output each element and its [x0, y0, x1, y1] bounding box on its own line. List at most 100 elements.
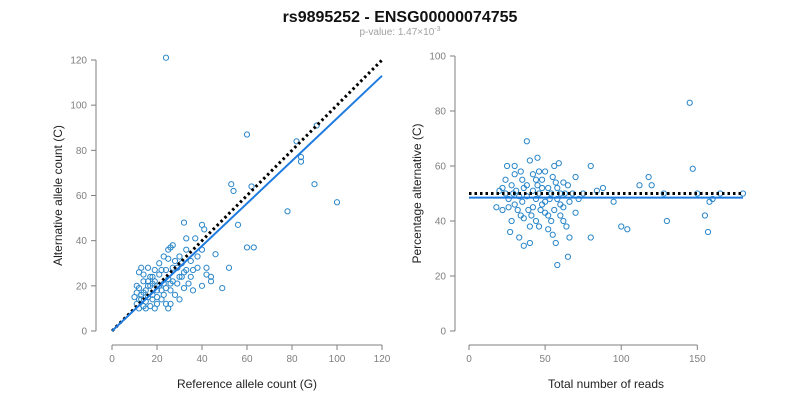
- x-tick-label: 150: [689, 354, 706, 365]
- data-point: [542, 198, 549, 205]
- data-point: [505, 204, 512, 211]
- data-point: [563, 223, 570, 230]
- x-axis-title: Reference allele count (G): [177, 377, 317, 391]
- data-point: [564, 182, 572, 189]
- data-point: [250, 244, 257, 251]
- data-point: [549, 173, 556, 181]
- data-point: [537, 206, 544, 214]
- data-point: [234, 221, 242, 228]
- data-point: [660, 190, 667, 197]
- data-point: [140, 289, 147, 296]
- data-point: [545, 226, 552, 233]
- data-point: [532, 176, 540, 183]
- data-point: [529, 171, 537, 178]
- data-point: [147, 282, 154, 289]
- data-point: [701, 212, 709, 219]
- y-axis-title: Percentage alternative (C): [410, 123, 424, 263]
- data-point: [538, 184, 546, 192]
- data-point: [636, 182, 643, 189]
- data-point: [162, 54, 170, 61]
- data-point: [180, 219, 188, 226]
- data-point: [566, 234, 573, 241]
- data-point: [187, 257, 194, 265]
- data-point: [520, 215, 527, 222]
- y-tick-label: 0: [440, 327, 446, 338]
- data-point: [507, 228, 514, 236]
- y-tick-label: 60: [76, 191, 88, 202]
- x-tick-label: 40: [196, 354, 208, 365]
- data-point: [554, 184, 561, 192]
- data-point: [525, 206, 532, 214]
- data-point: [560, 204, 567, 211]
- y-tick-label: 100: [429, 52, 446, 63]
- scatter-panel-allele-counts: 0 20 40 60 80 100 120 0 20 40 60 80 100 120 Reference …: [51, 54, 391, 391]
- data-point: [575, 195, 582, 203]
- data-point: [686, 99, 693, 106]
- data-point: [133, 282, 140, 289]
- data-point: [194, 264, 201, 271]
- data-point: [165, 305, 172, 312]
- data-point: [555, 160, 562, 167]
- data-point: [618, 223, 625, 230]
- data-point: [160, 253, 167, 260]
- data-point: [297, 158, 305, 165]
- data-point: [225, 264, 233, 271]
- data-point: [162, 284, 170, 292]
- data-point: [284, 208, 291, 215]
- pvalue-subtitle: p-value: 1.47×10-3: [359, 26, 440, 38]
- data-point: [520, 184, 527, 192]
- data-point: [564, 253, 572, 260]
- y-tick-label: 120: [70, 56, 87, 67]
- data-point: [198, 282, 206, 289]
- data-point: [207, 278, 215, 285]
- data-point: [523, 138, 530, 145]
- data-point: [499, 206, 506, 214]
- data-point: [201, 226, 208, 233]
- y-axis-title: Alternative allele count (C): [51, 125, 65, 266]
- data-point: [551, 206, 558, 214]
- data-point: [519, 198, 526, 205]
- data-point: [180, 269, 188, 276]
- data-point: [552, 239, 559, 247]
- data-point: [243, 244, 251, 251]
- data-point: [138, 264, 145, 271]
- data-point: [538, 176, 546, 183]
- data-point: [554, 261, 561, 269]
- x-tick-label: 60: [241, 354, 253, 365]
- data-point: [520, 242, 527, 249]
- data-point: [183, 235, 190, 242]
- data-point: [552, 179, 559, 186]
- data-point: [532, 217, 540, 225]
- data-point: [243, 131, 251, 138]
- data-point: [180, 284, 188, 292]
- data-point: [153, 300, 161, 307]
- data-point: [511, 171, 518, 178]
- data-point: [566, 198, 573, 205]
- data-point: [333, 199, 341, 206]
- data-point: [162, 266, 170, 274]
- data-point: [514, 206, 521, 214]
- scatter-panel-percentage: 0 20 40 60 80 100 0 50 100 150 Total number of rea…: [410, 52, 747, 391]
- data-point: [493, 204, 500, 211]
- data-point: [171, 291, 179, 298]
- data-point: [167, 280, 174, 287]
- data-point: [156, 271, 163, 278]
- data-point: [599, 184, 607, 192]
- data-point: [624, 226, 631, 233]
- data-point: [207, 273, 215, 280]
- data-point: [528, 212, 535, 219]
- data-point: [663, 217, 670, 225]
- y-tick-label: 60: [435, 162, 447, 173]
- y-tick-label: 80: [435, 107, 447, 118]
- y-tick-label: 40: [435, 217, 447, 228]
- data-point: [542, 209, 549, 216]
- data-point: [508, 217, 515, 225]
- data-point: [187, 273, 194, 280]
- data-point: [560, 217, 567, 225]
- data-point: [194, 253, 201, 260]
- y-tick-label: 20: [435, 272, 447, 283]
- data-point: [147, 273, 154, 280]
- data-point: [297, 154, 305, 161]
- data-point: [534, 182, 541, 189]
- data-point: [587, 162, 594, 170]
